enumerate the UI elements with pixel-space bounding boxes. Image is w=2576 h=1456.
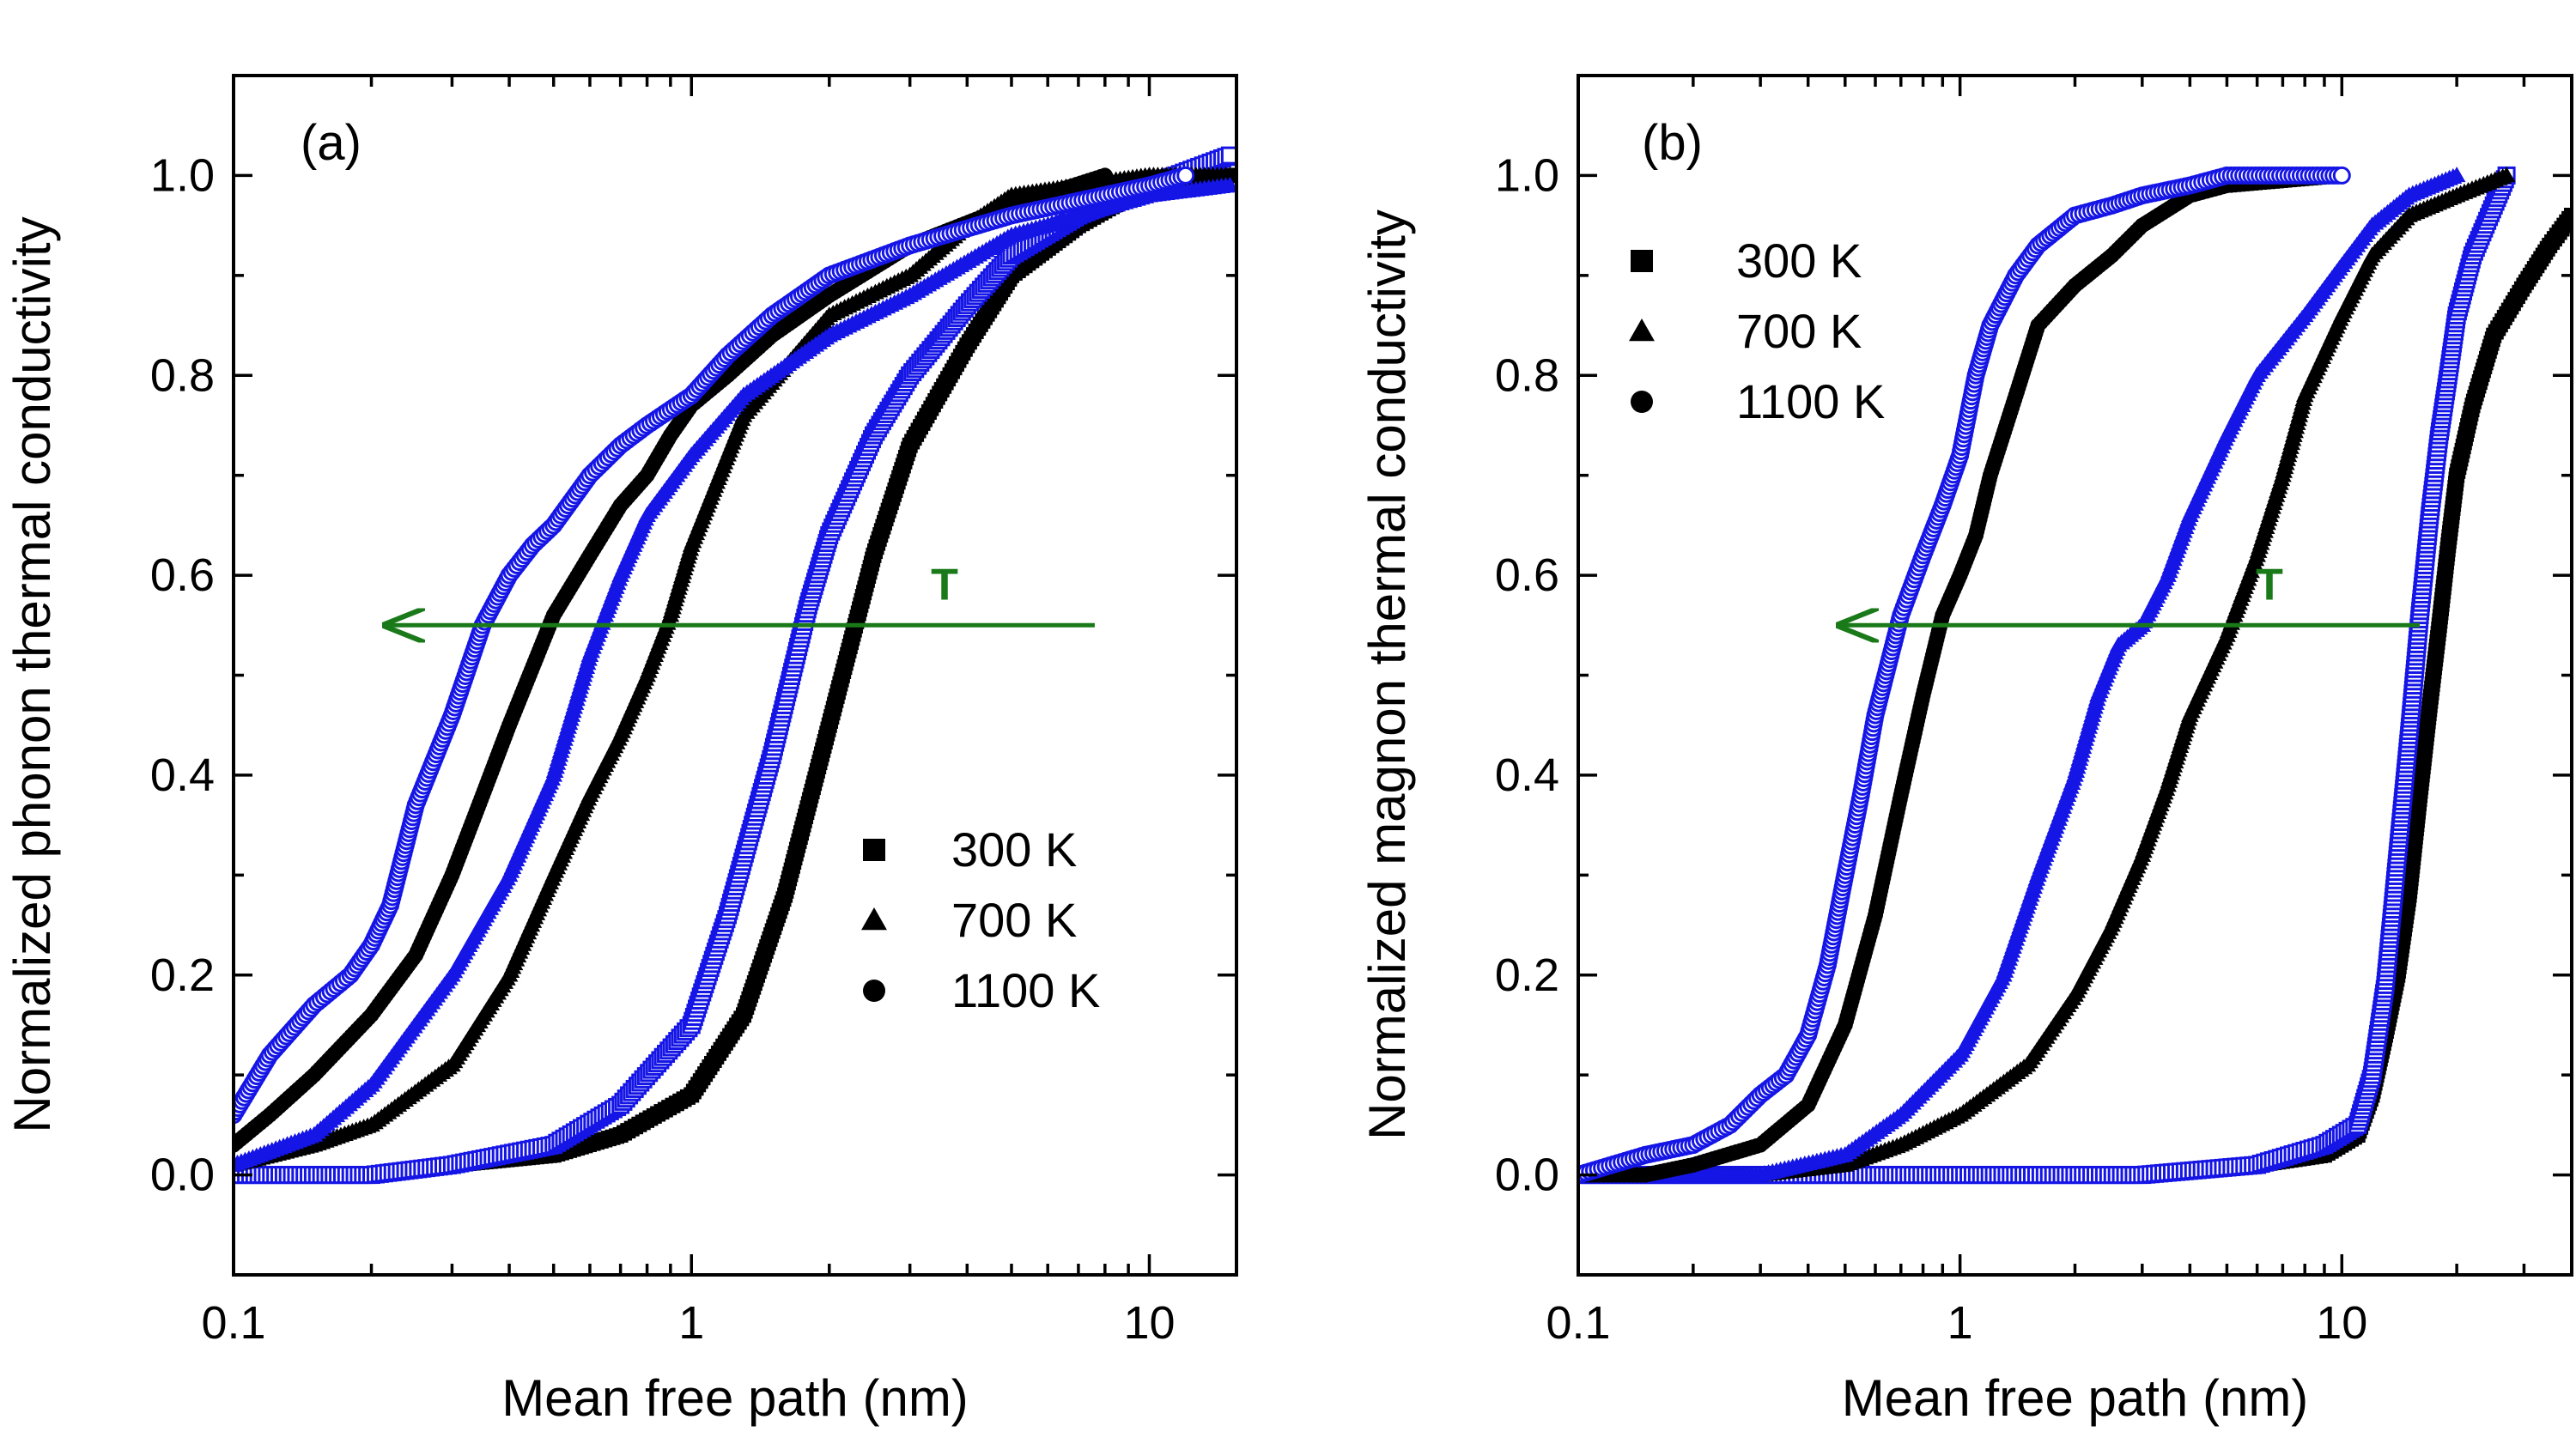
x-axis-label: Mean free path (nm) — [1842, 1369, 2309, 1427]
legend-label: 1100 K — [951, 963, 1100, 1017]
data-point — [2497, 167, 2516, 183]
legend-marker-triangle — [861, 907, 887, 931]
panel-label: (a) — [301, 115, 361, 171]
legend-marker-circle — [863, 980, 885, 1002]
y-tick-label: 1.0 — [1495, 149, 1559, 201]
series-300-k-black — [234, 167, 1236, 1183]
plot-area — [1578, 166, 2572, 1185]
y-tick-label: 0.4 — [1495, 749, 1559, 801]
x-tick-label: 1 — [678, 1297, 704, 1349]
y-tick-label: 0.6 — [1495, 549, 1559, 601]
series-300-k-black — [1578, 207, 2572, 1183]
panel-a-chart: T 0.0 0.2 0.4 0.6 0.8 1.0 0.1 1 10 Mean free path … — [3, 74, 1238, 1427]
y-tick-label: 0.4 — [150, 749, 215, 801]
x-tick-label: 10 — [1123, 1297, 1175, 1349]
legend-label: 700 K — [1736, 304, 1862, 358]
series-700-k-blue — [1578, 167, 2466, 1182]
data-point — [1220, 146, 1236, 165]
legend-label: 300 K — [951, 822, 1077, 877]
legend: 300 K 700 K 1100 K — [1629, 234, 1885, 428]
data-point — [1221, 176, 1236, 192]
series-1100-k-blue — [234, 166, 1195, 1125]
legend-marker-square — [1631, 250, 1653, 272]
series-1100-k-black — [1578, 167, 2350, 1183]
y-tick-label: 0.0 — [150, 1150, 215, 1201]
x-axis-label: Mean free path (nm) — [501, 1369, 969, 1427]
series-300-k-blue — [234, 146, 1236, 1185]
data-point — [2564, 207, 2572, 223]
data-point — [2447, 167, 2466, 183]
legend-marker-square — [863, 839, 885, 861]
temperature-arrow-label: T — [931, 560, 958, 610]
series-1100-k-blue — [1578, 166, 2351, 1185]
panel-label: (b) — [1642, 115, 1703, 171]
x-tick-label: 1 — [1947, 1297, 1973, 1349]
y-tick-label: 0.8 — [150, 349, 215, 401]
y-axis-label: Normalized phonon thermal conductivity — [3, 216, 61, 1132]
x-tick-label: 0.1 — [1546, 1297, 1610, 1349]
data-point — [2332, 166, 2351, 185]
series-700-k-blue — [234, 176, 1236, 1172]
y-tick-label: 0.0 — [1495, 1150, 1559, 1201]
data-point — [1097, 167, 1113, 184]
legend-label: 300 K — [1736, 234, 1862, 288]
axes-frame — [232, 74, 1238, 1277]
y-tick-label: 0.2 — [150, 949, 215, 1001]
y-tick-label: 1.0 — [150, 149, 215, 201]
y-tick-label: 0.8 — [1495, 349, 1559, 401]
y-tick-label: 0.6 — [150, 549, 215, 601]
x-tick-label: 10 — [2316, 1297, 2367, 1349]
legend-label: 1100 K — [1736, 374, 1885, 428]
plot-area — [234, 146, 1236, 1185]
x-tick-label: 0.1 — [201, 1297, 265, 1349]
legend-marker-triangle — [1629, 318, 1655, 342]
y-axis-label: Normalized magnon thermal conductivity — [1358, 209, 1416, 1140]
temperature-arrow-label: T — [2256, 560, 2283, 610]
legend: 300 K 700 K 1100 K — [861, 822, 1100, 1017]
data-point — [1176, 166, 1195, 185]
legend-marker-circle — [1631, 391, 1653, 413]
legend-label: 700 K — [951, 893, 1077, 947]
y-tick-label: 0.2 — [1495, 949, 1559, 1001]
